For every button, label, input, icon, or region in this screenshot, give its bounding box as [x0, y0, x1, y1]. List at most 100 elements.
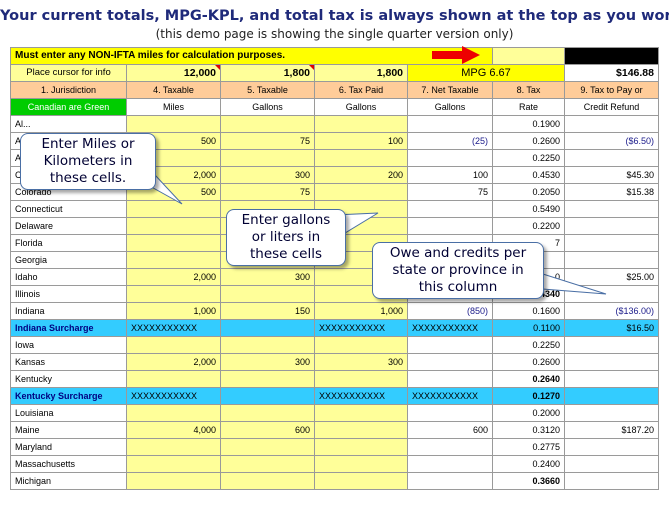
cell-gallons[interactable]	[220, 455, 315, 473]
total-gallons: 1,800	[220, 64, 315, 82]
cell-gallons[interactable]	[220, 472, 315, 490]
cell-rate: 0.1100	[492, 319, 565, 337]
cell-paid[interactable]	[314, 115, 408, 133]
cell-gallons[interactable]	[220, 438, 315, 456]
cell-miles[interactable]	[126, 251, 221, 269]
cell-paid[interactable]: XXXXXXXXXXX	[314, 387, 408, 405]
col-net-taxable-header: 7. Net Taxable	[407, 81, 493, 99]
cell-miles[interactable]	[126, 472, 221, 490]
cell-paid[interactable]: 100	[314, 132, 408, 150]
cell-due	[564, 200, 659, 218]
cell-paid[interactable]	[314, 370, 408, 388]
cell-paid[interactable]	[314, 421, 408, 439]
cell-due	[564, 404, 659, 422]
cell-rate: 0.1900	[492, 115, 565, 133]
jurisdiction-name: Indiana Surcharge	[10, 319, 127, 337]
jurisdiction-name: Maine	[10, 421, 127, 439]
cell-paid[interactable]: XXXXXXXXXXX	[314, 319, 408, 337]
cell-rate: 0.2600	[492, 353, 565, 371]
cell-net	[407, 455, 493, 473]
cell-gallons[interactable]	[220, 115, 315, 133]
cell-net	[407, 200, 493, 218]
cell-miles[interactable]	[126, 115, 221, 133]
jurisdiction-name: Indiana	[10, 302, 127, 320]
cell-miles[interactable]	[126, 438, 221, 456]
cell-rate: 0.2250	[492, 149, 565, 167]
cell-paid[interactable]	[314, 149, 408, 167]
cell-miles[interactable]	[126, 234, 221, 252]
cell-paid[interactable]	[314, 336, 408, 354]
cell-miles[interactable]: 4,000	[126, 421, 221, 439]
cell-gallons[interactable]	[220, 387, 315, 405]
cell-miles[interactable]: 2,000	[126, 268, 221, 286]
cell-due	[564, 234, 659, 252]
cell-miles[interactable]	[126, 370, 221, 388]
cell-rate: 0.2600	[492, 132, 565, 150]
cell-gallons[interactable]: 600	[220, 421, 315, 439]
cell-due	[564, 217, 659, 235]
cell-gallons[interactable]: 150	[220, 302, 315, 320]
cell-net: 600	[407, 421, 493, 439]
cell-rate: 0.2400	[492, 455, 565, 473]
cell-rate: 0.2250	[492, 336, 565, 354]
cell-gallons[interactable]: 300	[220, 353, 315, 371]
cell-paid[interactable]	[314, 404, 408, 422]
cell-gallons[interactable]	[220, 149, 315, 167]
jurisdiction-row: Massachusetts 0.2400	[10, 455, 659, 473]
jurisdiction-row: Iowa 0.2250	[10, 336, 659, 354]
cell-paid[interactable]	[314, 438, 408, 456]
cell-rate: 0.1270	[492, 387, 565, 405]
cell-paid[interactable]: 200	[314, 166, 408, 184]
cell-paid[interactable]	[314, 472, 408, 490]
cell-gallons[interactable]	[220, 370, 315, 388]
cell-due	[564, 336, 659, 354]
cell-gallons[interactable]: 75	[220, 132, 315, 150]
cell-miles[interactable]	[126, 455, 221, 473]
cell-net	[407, 353, 493, 371]
col-jurisdiction-header: 1. Jurisdiction	[10, 81, 127, 99]
page-subtitle: (this demo page is showing the single qu…	[155, 27, 514, 41]
col-taxable-gallons-header: 5. Taxable	[220, 81, 315, 99]
cell-rate: 0.2640	[492, 370, 565, 388]
cell-miles[interactable]	[126, 404, 221, 422]
page-title: Your current totals, MPG-KPL, and total …	[0, 8, 669, 24]
cell-miles[interactable]: 1,000	[126, 302, 221, 320]
mpg-display: MPG 6.67	[407, 64, 565, 82]
cell-miles[interactable]	[126, 285, 221, 303]
cell-paid[interactable]	[314, 455, 408, 473]
cell-gallons[interactable]: 300	[220, 166, 315, 184]
cell-miles[interactable]: XXXXXXXXXXX	[126, 319, 221, 337]
cell-miles[interactable]	[126, 336, 221, 354]
cell-miles[interactable]: 2,000	[126, 353, 221, 371]
owe-callout: Owe and credits per state or province in…	[372, 242, 544, 299]
jurisdiction-row: Indiana 1,000 150 1,000 (850) 0.1600 ($136.00)	[10, 302, 659, 320]
col-tax-paid-header: 6. Tax Paid	[314, 81, 408, 99]
cell-gallons[interactable]	[220, 285, 315, 303]
cell-gallons[interactable]	[220, 319, 315, 337]
cell-gallons[interactable]	[220, 404, 315, 422]
cell-net	[407, 336, 493, 354]
jurisdiction-row: Kentucky 0.2640	[10, 370, 659, 388]
cell-miles[interactable]	[126, 217, 221, 235]
cell-net	[407, 217, 493, 235]
cell-paid[interactable]: 1,000	[314, 302, 408, 320]
jurisdiction-name: Delaware	[10, 217, 127, 235]
cell-due	[564, 370, 659, 388]
jurisdiction-name: Illinois	[10, 285, 127, 303]
cell-paid[interactable]: 300	[314, 353, 408, 371]
jurisdiction-name: Georgia	[10, 251, 127, 269]
cell-net: XXXXXXXXXXX	[407, 319, 493, 337]
cell-gallons[interactable]: 300	[220, 268, 315, 286]
cell-gallons[interactable]	[220, 336, 315, 354]
cell-miles[interactable]: XXXXXXXXXXX	[126, 387, 221, 405]
cell-rate: 0.2000	[492, 404, 565, 422]
cell-miles[interactable]	[126, 200, 221, 218]
place-cursor-label: Place cursor for info	[10, 64, 127, 82]
cell-paid[interactable]	[314, 183, 408, 201]
jurisdiction-row: Maine 4,000 600 600 0.3120 $187.20	[10, 421, 659, 439]
jurisdiction-name: Iowa	[10, 336, 127, 354]
cell-due: $187.20	[564, 421, 659, 439]
cell-due: ($6.50)	[564, 132, 659, 150]
cell-gallons[interactable]: 75	[220, 183, 315, 201]
cell-net	[407, 370, 493, 388]
